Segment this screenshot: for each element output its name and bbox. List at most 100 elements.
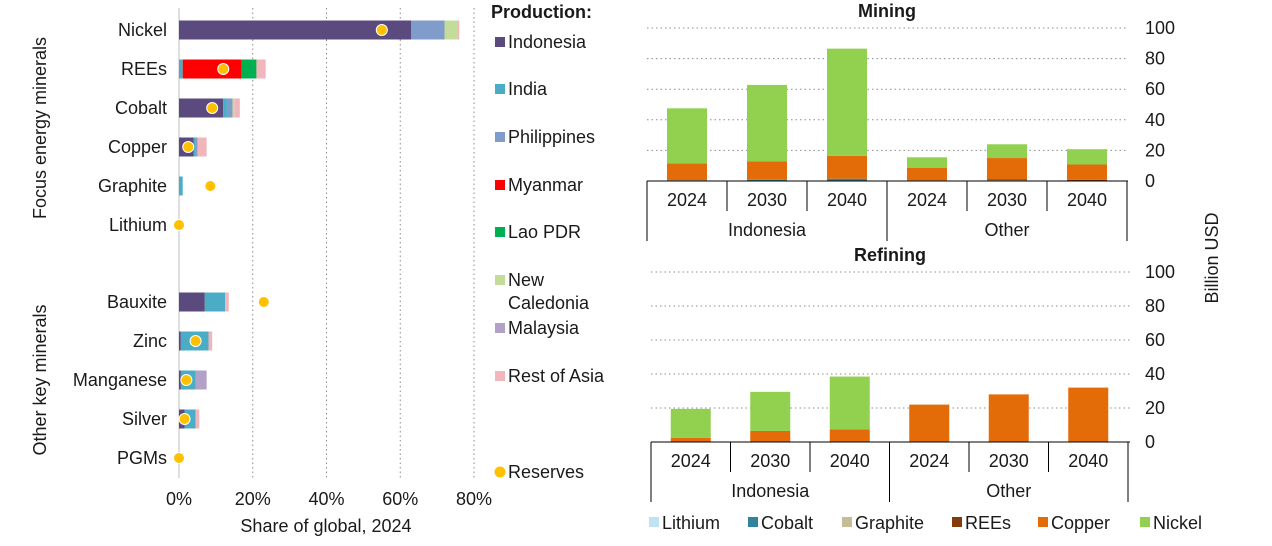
left-chart: 0%20%40%60%80%NickelREEsCobaltCopperGrap… bbox=[30, 8, 492, 536]
bar-copper-philippines bbox=[196, 138, 198, 157]
y-tick-label: 20 bbox=[1145, 140, 1165, 160]
bar-refining-5-copper bbox=[989, 394, 1029, 442]
bar-mining-6-copper bbox=[1067, 164, 1107, 179]
bar-refining-2-copper bbox=[750, 431, 790, 441]
legend-label-india: India bbox=[508, 79, 548, 99]
bottom-legend-swatch-rees bbox=[952, 517, 962, 527]
category-label-bauxite: Bauxite bbox=[107, 292, 167, 312]
bar-bauxite-indonesia bbox=[179, 293, 205, 312]
bar-silver-rest-of-asia bbox=[196, 410, 200, 429]
bar-rees-india bbox=[179, 60, 183, 79]
year-label: 2024 bbox=[909, 451, 949, 471]
year-label: 2030 bbox=[747, 190, 787, 210]
bar-mining-6-rees bbox=[1067, 180, 1107, 181]
reserves-marker-copper bbox=[183, 142, 194, 153]
legend-swatch-indonesia bbox=[495, 37, 505, 47]
legend-swatch-india bbox=[495, 84, 505, 94]
x-tick-label: 0% bbox=[166, 489, 192, 509]
x-tick-label: 60% bbox=[382, 489, 418, 509]
bar-nickel-new-caledonia bbox=[445, 21, 458, 40]
bar-refining-3-copper bbox=[830, 429, 870, 441]
bar-rees-rest-of-asia bbox=[256, 60, 265, 79]
reserves-marker-bauxite bbox=[258, 297, 269, 308]
bar-cobalt-rest-of-asia bbox=[234, 99, 240, 118]
x-tick-label: 20% bbox=[235, 489, 271, 509]
category-label-pgms: PGMs bbox=[117, 448, 167, 468]
y-tick-label: 100 bbox=[1145, 262, 1175, 282]
y-tick-label: 40 bbox=[1145, 110, 1165, 130]
bar-nickel-rest-of-asia bbox=[457, 21, 459, 40]
bar-cobalt-new-caledonia bbox=[232, 99, 234, 118]
bar-mining-5-copper bbox=[987, 158, 1027, 179]
legend-swatch-reserves bbox=[495, 467, 506, 478]
bar-copper-rest-of-asia bbox=[197, 138, 206, 157]
bottom-legend-label-cobalt: Cobalt bbox=[761, 513, 813, 533]
bar-cobalt-philippines bbox=[227, 99, 233, 118]
legend-label-myanmar: Myanmar bbox=[508, 175, 583, 195]
y-tick-label: 80 bbox=[1145, 49, 1165, 69]
left-legend: Production:IndonesiaIndiaPhilippinesMyan… bbox=[491, 2, 605, 482]
y-tick-label: 60 bbox=[1145, 330, 1165, 350]
category-label-rees: REEs bbox=[121, 59, 167, 79]
bottom-legend-label-rees: REEs bbox=[965, 513, 1011, 533]
category-label-silver: Silver bbox=[122, 409, 167, 429]
group-label-focus: Focus energy minerals bbox=[30, 37, 50, 219]
bar-refining-1-copper bbox=[671, 438, 711, 441]
y-tick-label: 60 bbox=[1145, 79, 1165, 99]
bar-mining-4-nickel bbox=[907, 157, 947, 168]
year-label: 2024 bbox=[667, 190, 707, 210]
bar-rees-lao-pdr bbox=[242, 60, 257, 79]
legend-label-malaysia: Malaysia bbox=[508, 318, 580, 338]
bar-mining-5-rees bbox=[987, 179, 1027, 180]
bottom-legend-swatch-graphite bbox=[842, 517, 852, 527]
legend-swatch-philippines bbox=[495, 132, 505, 142]
year-label: 2030 bbox=[750, 451, 790, 471]
reserves-marker-graphite bbox=[205, 181, 216, 192]
panel-title-mining: Mining bbox=[858, 1, 916, 21]
bar-bauxite-rest-of-asia bbox=[225, 293, 229, 312]
group-label-other: Other bbox=[986, 481, 1031, 501]
bottom-legend-swatch-cobalt bbox=[748, 517, 758, 527]
reserves-marker-manganese bbox=[181, 375, 192, 386]
legend-swatch-malaysia bbox=[495, 323, 505, 333]
bar-zinc-rest-of-asia bbox=[209, 332, 213, 351]
legend-label-indonesia: Indonesia bbox=[508, 32, 587, 52]
legend-label-reserves: Reserves bbox=[508, 462, 584, 482]
category-label-zinc: Zinc bbox=[133, 331, 167, 351]
category-label-cobalt: Cobalt bbox=[115, 98, 167, 118]
year-label: 2030 bbox=[989, 451, 1029, 471]
bar-mining-6-nickel bbox=[1067, 149, 1107, 164]
y-tick-label: 0 bbox=[1145, 432, 1155, 452]
year-label: 2040 bbox=[830, 451, 870, 471]
bar-zinc-indonesia bbox=[179, 332, 181, 351]
bar-refining-2-nickel bbox=[750, 392, 790, 431]
y-tick-label: 40 bbox=[1145, 364, 1165, 384]
bottom-legend-label-copper: Copper bbox=[1051, 513, 1110, 533]
group-label-indonesia: Indonesia bbox=[728, 220, 807, 240]
y-tick-label: 0 bbox=[1145, 171, 1155, 191]
year-label: 2030 bbox=[987, 190, 1027, 210]
bar-refining-6-copper bbox=[1068, 388, 1108, 442]
bar-rees-myanmar bbox=[183, 60, 242, 79]
bar-mining-2-copper bbox=[747, 161, 787, 179]
year-label: 2040 bbox=[1068, 451, 1108, 471]
legend-label-new: New bbox=[508, 270, 545, 290]
bottom-legend-label-nickel: Nickel bbox=[1153, 513, 1202, 533]
shared-ylabel: Billion USD bbox=[1202, 212, 1222, 303]
bottom-legend-label-lithium: Lithium bbox=[662, 513, 720, 533]
bar-refining-1-nickel bbox=[671, 409, 711, 438]
bar-mining-4-copper bbox=[907, 168, 947, 180]
category-label-manganese: Manganese bbox=[73, 370, 167, 390]
y-tick-label: 20 bbox=[1145, 398, 1165, 418]
reserves-marker-rees bbox=[218, 64, 229, 75]
reserves-marker-pgms bbox=[174, 453, 185, 464]
x-tick-label: 80% bbox=[456, 489, 492, 509]
bar-nickel-philippines bbox=[411, 21, 444, 40]
bottom-legend-swatch-lithium bbox=[649, 517, 659, 527]
bar-mining-2-nickel bbox=[747, 85, 787, 162]
reserves-marker-nickel bbox=[376, 25, 387, 36]
bottom-legend-swatch-nickel bbox=[1140, 517, 1150, 527]
x-axis-label: Share of global, 2024 bbox=[240, 516, 411, 536]
group-label-other: Other key minerals bbox=[30, 304, 50, 455]
